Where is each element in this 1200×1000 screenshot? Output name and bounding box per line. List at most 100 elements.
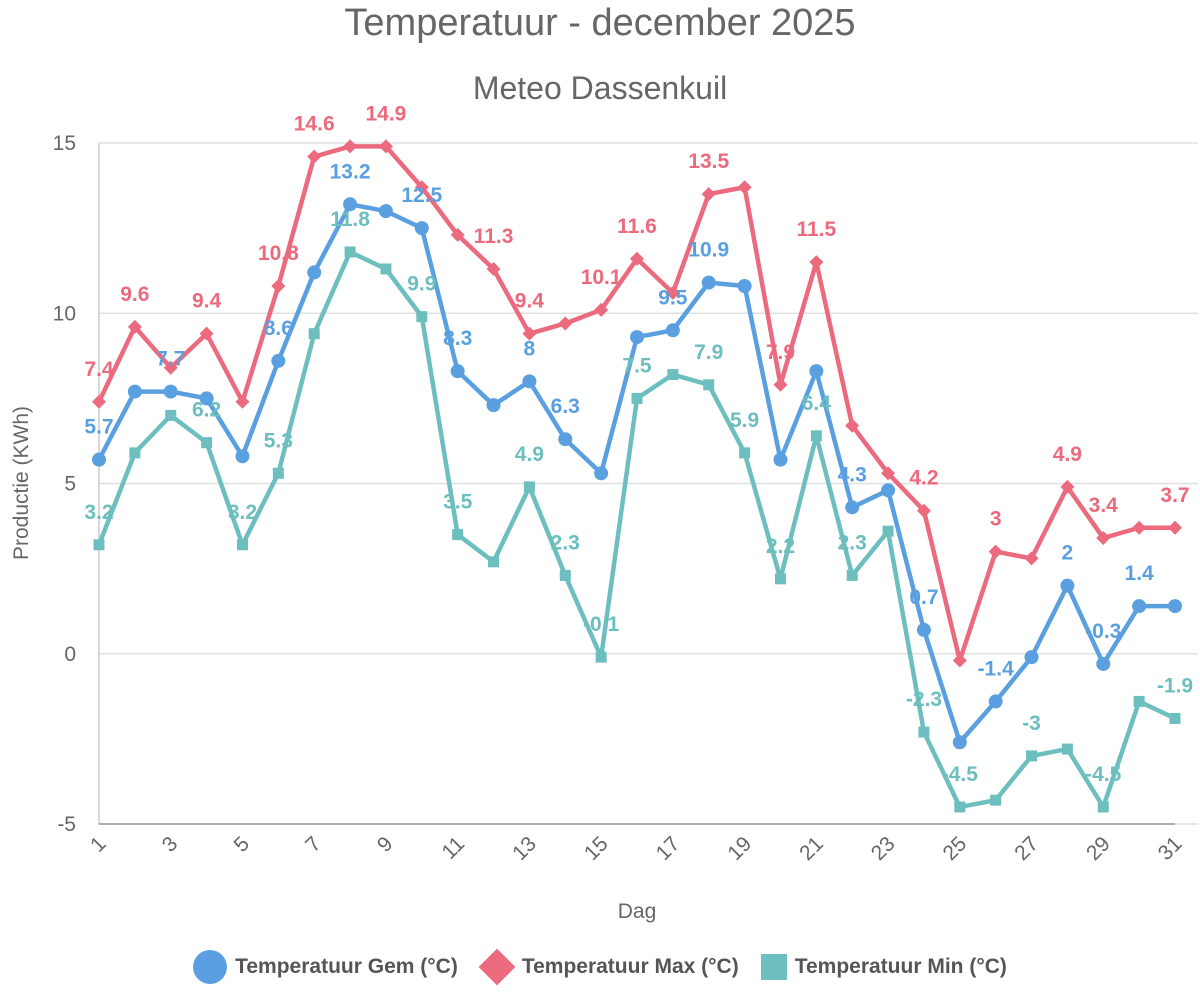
data-label: 7.9 xyxy=(694,341,723,364)
data-point xyxy=(845,500,860,515)
data-point xyxy=(416,311,428,323)
data-point xyxy=(344,246,356,258)
data-label: 2.3 xyxy=(838,531,867,554)
data-point xyxy=(452,529,464,541)
data-point xyxy=(1097,801,1109,813)
data-label: 3.2 xyxy=(228,501,257,524)
diamond-marker-icon xyxy=(478,948,516,986)
data-label: 9.4 xyxy=(192,290,222,313)
data-label: 9.5 xyxy=(658,286,688,309)
data-point xyxy=(522,326,537,341)
data-point xyxy=(343,139,358,154)
x-tick-label: 25 xyxy=(939,832,972,865)
data-point xyxy=(1132,599,1147,614)
data-point xyxy=(1133,695,1145,707)
data-label: 6.2 xyxy=(192,399,221,422)
legend-label: Temperatuur Max (°C) xyxy=(521,955,739,978)
legend-item-gem[interactable]: Temperatuur Gem (°C) xyxy=(193,950,458,984)
data-labels: 5.7 7.7 8.6 13.2 12.5 8.3 8 6.3 9.5 10.9 4.3 0.7 -1.… xyxy=(84,102,1193,786)
legend-item-min[interactable]: Temperatuur Min (°C) xyxy=(760,954,1007,980)
x-tick-label: 19 xyxy=(723,832,756,865)
data-point xyxy=(163,360,178,375)
data-point xyxy=(954,801,966,813)
data-point xyxy=(665,285,680,300)
x-tick-label: 21 xyxy=(795,832,828,865)
data-point xyxy=(199,391,214,406)
data-point xyxy=(881,466,896,481)
data-point xyxy=(1096,656,1111,671)
data-label: 8 xyxy=(524,337,536,360)
data-point xyxy=(380,263,392,275)
data-point xyxy=(773,377,788,392)
data-point xyxy=(127,384,142,399)
y-axis: -5 0 5 10 15 xyxy=(53,132,76,836)
data-point xyxy=(630,251,644,266)
x-tick-label: 13 xyxy=(508,832,541,865)
data-point xyxy=(1169,712,1181,724)
chart-subtitle: Meteo Dassenkuil xyxy=(472,70,728,106)
x-axis-label: Dag xyxy=(618,900,657,923)
data-label: 0.7 xyxy=(909,586,938,609)
data-label: -4.5 xyxy=(942,763,979,786)
x-tick-label: 11 xyxy=(438,832,470,864)
data-point xyxy=(630,330,644,345)
data-point xyxy=(918,726,930,738)
legend: Temperatuur Gem (°C) Temperatuur Max (°C… xyxy=(0,948,1200,986)
legend-item-max[interactable]: Temperatuur Max (°C) xyxy=(478,948,739,986)
data-point xyxy=(450,227,465,242)
y-tick-label: 10 xyxy=(53,302,76,325)
data-label: -0.3 xyxy=(1085,620,1121,643)
x-tick-label: 3 xyxy=(158,832,183,857)
data-point xyxy=(236,539,248,551)
data-label: 7.9 xyxy=(766,341,795,364)
data-point xyxy=(272,467,284,479)
data-point xyxy=(701,275,716,290)
x-tick-label: 5 xyxy=(229,832,254,857)
data-point xyxy=(701,187,716,202)
data-point xyxy=(990,794,1002,806)
data-point xyxy=(988,544,1003,559)
data-label: 12.5 xyxy=(401,184,442,207)
data-point xyxy=(522,374,537,389)
data-point xyxy=(1060,578,1075,593)
data-label: 2.2 xyxy=(766,535,795,558)
x-tick-label: 31 xyxy=(1154,832,1187,865)
data-point xyxy=(378,204,393,219)
data-point xyxy=(739,447,751,459)
data-label: -1.9 xyxy=(1157,674,1193,697)
data-point xyxy=(1168,520,1182,535)
data-label: 3.2 xyxy=(84,501,113,524)
data-point xyxy=(881,483,896,498)
data-label: 4.9 xyxy=(1053,443,1082,466)
x-tick-label: 9 xyxy=(373,832,398,857)
data-point xyxy=(1168,599,1182,614)
data-point xyxy=(343,197,358,212)
data-label: -2.3 xyxy=(906,688,942,711)
data-point xyxy=(916,503,931,518)
data-point xyxy=(594,466,609,481)
data-point xyxy=(594,302,609,317)
data-point xyxy=(486,398,501,413)
data-point xyxy=(667,369,679,381)
data-label: 4.3 xyxy=(838,463,867,486)
data-label: 13.2 xyxy=(330,160,371,183)
legend-label: Temperatuur Gem (°C) xyxy=(235,955,458,978)
data-point xyxy=(1132,520,1147,535)
x-tick-label: 1 xyxy=(86,832,111,857)
data-label: -1.4 xyxy=(978,657,1015,680)
y-tick-label: 0 xyxy=(64,643,76,666)
data-point xyxy=(488,556,500,568)
legend-label: Temperatuur Min (°C) xyxy=(794,955,1007,978)
data-point xyxy=(916,622,931,637)
data-point xyxy=(523,481,535,493)
data-point xyxy=(201,437,213,449)
data-point xyxy=(127,319,142,334)
square-marker-icon xyxy=(760,954,787,980)
data-label: 6.3 xyxy=(551,395,580,418)
data-label: 8.6 xyxy=(264,317,293,340)
data-label: 2.3 xyxy=(551,531,580,554)
data-label: 3.4 xyxy=(1089,494,1119,517)
data-point xyxy=(1060,479,1075,494)
data-point xyxy=(450,364,465,379)
